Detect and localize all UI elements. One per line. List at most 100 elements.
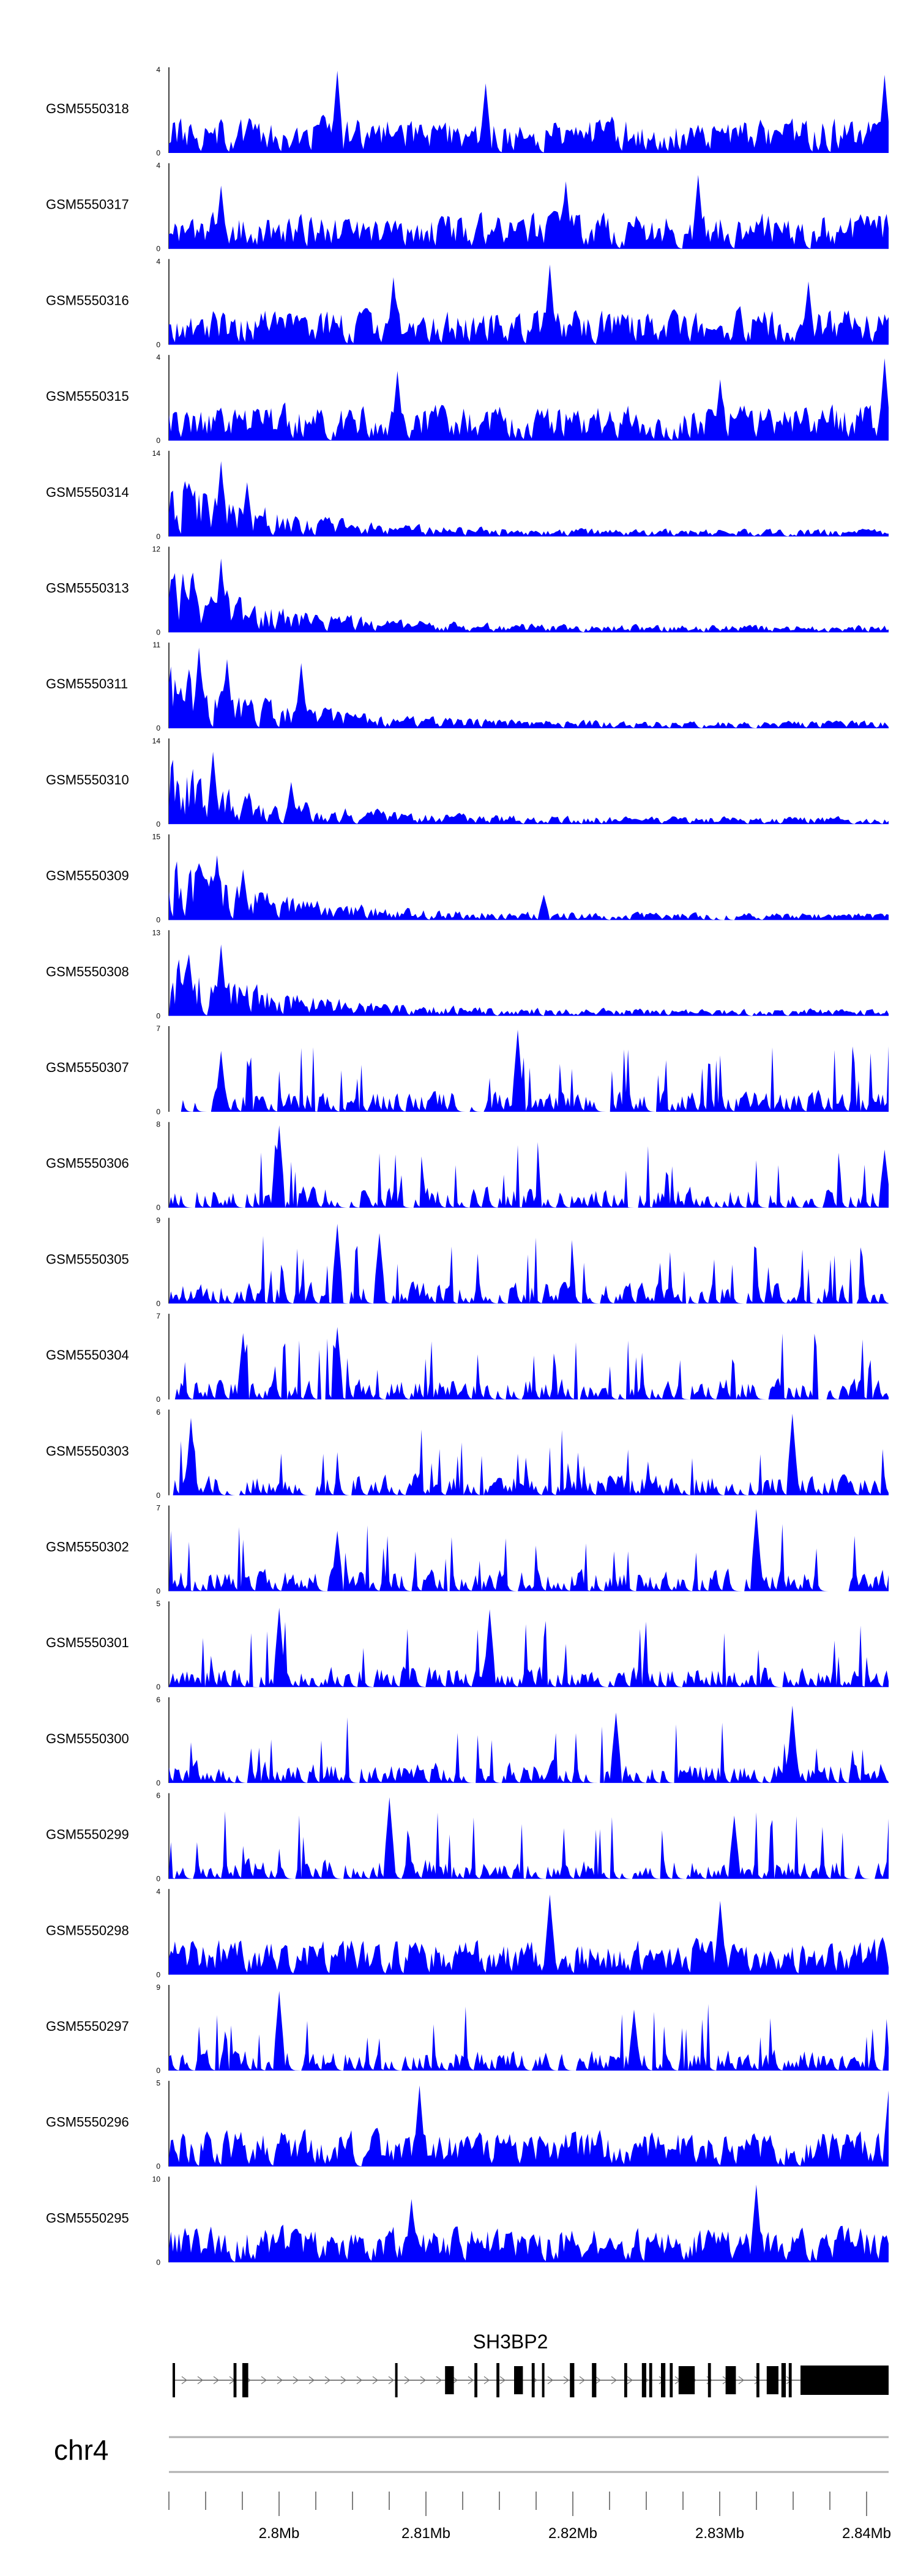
exon bbox=[624, 2363, 627, 2397]
y-min-label: 0 bbox=[156, 2258, 160, 2266]
tick-label: 2.83Mb bbox=[695, 2525, 744, 2542]
y-min-label: 0 bbox=[156, 820, 160, 828]
track-label: GSM5550314 bbox=[46, 485, 129, 500]
strand-chevron bbox=[197, 2376, 204, 2384]
strand-chevron bbox=[436, 2376, 442, 2384]
y-min-label: 0 bbox=[156, 1204, 160, 1212]
y-min-label: 0 bbox=[156, 2162, 160, 2171]
y-max-label: 7 bbox=[156, 1024, 160, 1033]
strand-chevron bbox=[388, 2376, 395, 2384]
y-min-label: 0 bbox=[156, 1491, 160, 1500]
strand-chevron bbox=[738, 2376, 745, 2384]
y-max-label: 10 bbox=[152, 2175, 161, 2183]
strand-chevron bbox=[404, 2376, 411, 2384]
coverage-track: GSM5550299 6 0 bbox=[46, 1792, 889, 1883]
strand-chevron bbox=[308, 2376, 315, 2384]
coverage-track: GSM5550308 13 0 bbox=[46, 928, 889, 1020]
chromosome-label: chr4 bbox=[54, 2434, 108, 2466]
strand-chevron bbox=[611, 2376, 618, 2384]
y-max-label: 6 bbox=[156, 1408, 160, 1416]
coverage-track: GSM5550311 11 0 bbox=[46, 641, 889, 732]
tick-label: 2.84Mb bbox=[842, 2525, 891, 2542]
y-min-label: 0 bbox=[156, 916, 160, 925]
coverage-area bbox=[169, 751, 889, 824]
coverage-area bbox=[169, 944, 889, 1016]
tick-label: 2.81Mb bbox=[401, 2525, 450, 2542]
y-max-label: 15 bbox=[152, 833, 161, 841]
track-label: GSM5550313 bbox=[46, 581, 129, 596]
coverage-area bbox=[169, 1413, 889, 1495]
coverage-track: GSM5550314 14 0 bbox=[46, 449, 889, 541]
coverage-track: GSM5550296 5 0 bbox=[46, 2079, 889, 2171]
strand-chevron bbox=[324, 2376, 331, 2384]
track-label: GSM5550315 bbox=[46, 389, 129, 404]
exon bbox=[800, 2366, 889, 2395]
track-label: GSM5550297 bbox=[46, 2019, 129, 2034]
track-label: GSM5550306 bbox=[46, 1156, 129, 1171]
coverage-track: GSM5550302 7 0 bbox=[46, 1504, 889, 1596]
y-min-label: 0 bbox=[156, 724, 160, 732]
track-label: GSM5550301 bbox=[46, 1635, 129, 1650]
strand-chevron bbox=[356, 2376, 363, 2384]
coverage-track: GSM5550305 9 0 bbox=[46, 1216, 889, 1308]
coverage-area bbox=[169, 2085, 889, 2167]
tick-label: 2.82Mb bbox=[548, 2525, 597, 2542]
track-label: GSM5550309 bbox=[46, 868, 129, 884]
coverage-track: GSM5550310 14 0 bbox=[46, 737, 889, 828]
y-max-label: 9 bbox=[156, 1983, 160, 1992]
coverage-track: GSM5550306 8 0 bbox=[46, 1120, 889, 1212]
track-label: GSM5550308 bbox=[46, 964, 129, 979]
y-min-label: 0 bbox=[156, 532, 160, 541]
exon bbox=[514, 2366, 523, 2394]
exon bbox=[649, 2363, 652, 2397]
track-label: GSM5550305 bbox=[46, 1251, 129, 1267]
coverage-track: GSM5550309 15 0 bbox=[46, 833, 889, 925]
y-max-label: 5 bbox=[156, 2079, 160, 2088]
coverage-track: GSM5550301 5 0 bbox=[46, 1599, 889, 1691]
strand-chevron bbox=[468, 2376, 474, 2384]
exon bbox=[766, 2366, 778, 2394]
strand-chevron bbox=[452, 2376, 458, 2384]
strand-chevron bbox=[579, 2376, 586, 2384]
coverage-track: GSM5550317 4 0 bbox=[46, 162, 889, 253]
coverage-area bbox=[169, 264, 889, 345]
y-max-label: 4 bbox=[156, 257, 160, 266]
coverage-area bbox=[169, 1327, 889, 1400]
y-max-label: 12 bbox=[152, 545, 161, 554]
y-max-label: 9 bbox=[156, 1216, 160, 1224]
exon bbox=[641, 2363, 646, 2397]
track-label: GSM5550318 bbox=[46, 101, 129, 116]
coverage-track: GSM5550303 6 0 bbox=[46, 1408, 889, 1500]
exon bbox=[592, 2363, 597, 2397]
exon bbox=[496, 2363, 499, 2397]
strand-chevron bbox=[754, 2376, 761, 2384]
coverage-tracks: GSM555031840GSM555031740GSM555031640GSM5… bbox=[46, 65, 889, 2266]
coverage-area bbox=[169, 174, 889, 249]
y-max-label: 4 bbox=[156, 353, 160, 362]
y-max-label: 6 bbox=[156, 1696, 160, 1704]
coverage-area bbox=[169, 1705, 889, 1783]
y-max-label: 6 bbox=[156, 1792, 160, 1800]
exon bbox=[445, 2366, 454, 2394]
exon bbox=[756, 2363, 759, 2397]
track-label: GSM5550304 bbox=[46, 1347, 129, 1363]
coverage-area bbox=[169, 1894, 889, 1975]
y-min-label: 0 bbox=[156, 628, 160, 637]
exon bbox=[474, 2363, 477, 2397]
coverage-area bbox=[169, 855, 889, 920]
track-label: GSM5550302 bbox=[46, 1539, 129, 1555]
gene-name-label: SH3BP2 bbox=[473, 2331, 548, 2353]
coverage-track: GSM5550315 4 0 bbox=[46, 353, 889, 445]
tick-label: 2.8Mb bbox=[259, 2525, 300, 2542]
strand-chevron bbox=[277, 2376, 283, 2384]
genome-axis: chr4 2.8Mb 2.81Mb 2.82Mb 2.83Mb 2.84Mb bbox=[54, 2434, 891, 2542]
exon bbox=[707, 2363, 711, 2397]
track-label: GSM5550299 bbox=[46, 1827, 129, 1842]
y-min-label: 0 bbox=[156, 1779, 160, 1787]
coverage-track: GSM5550298 4 0 bbox=[46, 1887, 889, 1979]
y-max-label: 7 bbox=[156, 1504, 160, 1513]
y-max-label: 4 bbox=[156, 1887, 160, 1896]
y-max-label: 4 bbox=[156, 65, 160, 74]
track-label: GSM5550298 bbox=[46, 1923, 129, 1938]
